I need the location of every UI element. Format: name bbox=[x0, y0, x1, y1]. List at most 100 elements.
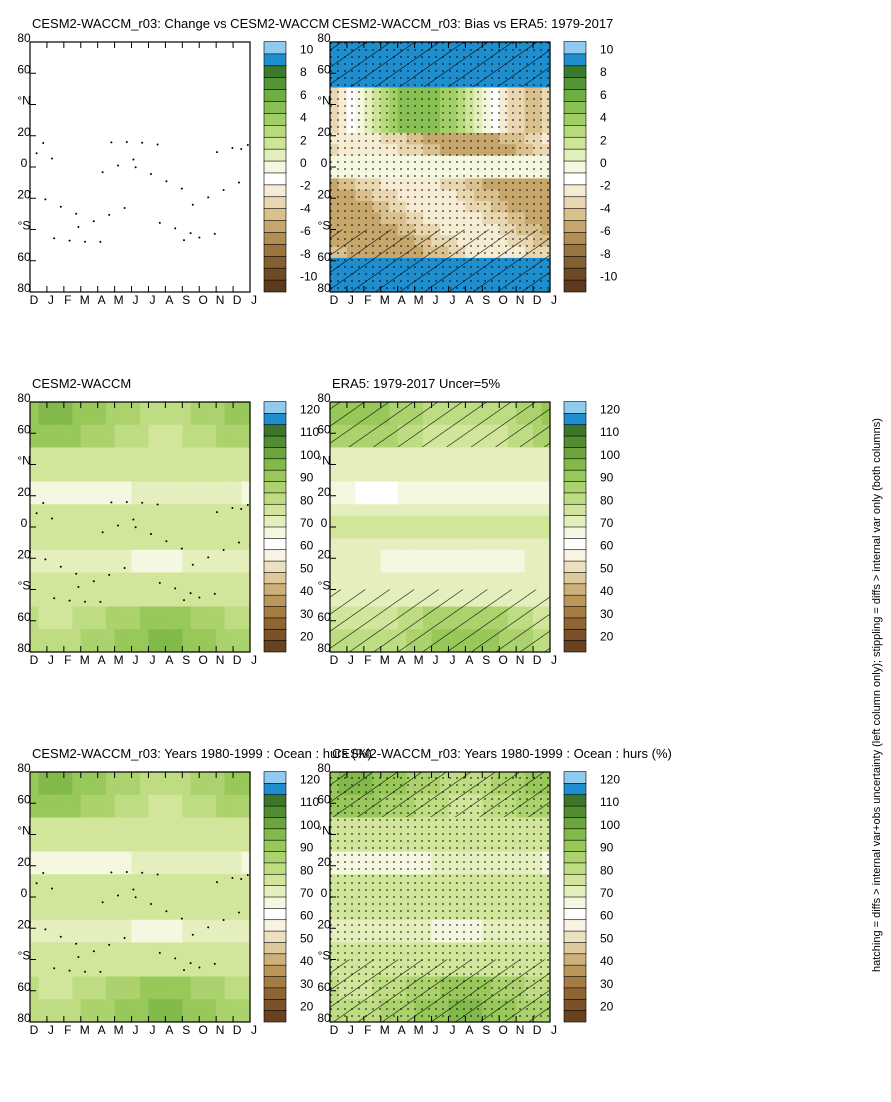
colorbar-swatch bbox=[263, 560, 287, 573]
heatmap-cell bbox=[190, 64, 200, 77]
heatmap-cell bbox=[114, 211, 124, 224]
heatmap-cell bbox=[114, 850, 124, 863]
heatmap-cell bbox=[38, 919, 48, 932]
colorbar-swatch bbox=[263, 794, 287, 807]
colorbar-label: 20 bbox=[300, 630, 314, 644]
heatmap-cell bbox=[30, 200, 40, 213]
heatmap-cell bbox=[97, 964, 107, 977]
heatmap-cell bbox=[241, 469, 251, 482]
stipple-dot bbox=[180, 547, 183, 550]
heatmap-cell bbox=[338, 480, 348, 493]
heatmap-cell bbox=[216, 245, 226, 258]
heatmap-cell bbox=[148, 549, 158, 562]
x-tick-label: S bbox=[182, 653, 190, 667]
heatmap-cell bbox=[389, 571, 399, 584]
heatmap-cell bbox=[190, 628, 200, 641]
heatmap-cell bbox=[199, 155, 209, 167]
stipple-dot bbox=[110, 501, 113, 504]
heatmap-cell bbox=[30, 873, 40, 886]
heatmap-cell bbox=[131, 515, 141, 527]
x-tick-label: A bbox=[165, 1023, 173, 1037]
heatmap-cell bbox=[114, 492, 124, 505]
colorbar-swatch bbox=[263, 549, 287, 562]
stipple-dot bbox=[59, 565, 62, 568]
x-tick-label: J bbox=[449, 1023, 455, 1037]
heatmap-cell bbox=[72, 503, 82, 516]
heatmap-cell bbox=[38, 828, 48, 841]
heatmap-cell bbox=[224, 480, 234, 493]
heatmap-cell bbox=[63, 560, 73, 573]
heatmap-cell bbox=[224, 839, 234, 852]
heatmap-cell bbox=[131, 617, 141, 630]
heatmap-cell bbox=[499, 571, 509, 584]
heatmap-cell bbox=[72, 245, 82, 258]
heatmap-cell bbox=[372, 503, 382, 516]
heatmap-cell bbox=[182, 953, 192, 966]
heatmap-cell bbox=[72, 605, 82, 618]
x-tick-label: S bbox=[482, 653, 490, 667]
heatmap-cell bbox=[241, 480, 251, 493]
heatmap-cell bbox=[338, 549, 348, 562]
heatmap-cell bbox=[123, 469, 133, 482]
stipple-dot bbox=[231, 877, 234, 879]
heatmap-cell bbox=[80, 885, 90, 897]
heatmap-cell bbox=[46, 75, 56, 88]
heatmap-cell bbox=[140, 526, 150, 539]
heatmap-cell bbox=[165, 583, 175, 596]
heatmap-cell bbox=[72, 211, 82, 224]
heatmap-cell bbox=[456, 549, 466, 562]
heatmap-cell bbox=[233, 223, 243, 236]
heatmap-cell bbox=[499, 549, 509, 562]
heatmap-cell bbox=[140, 52, 150, 65]
heatmap-cell bbox=[97, 1010, 107, 1022]
heatmap-cell bbox=[199, 805, 209, 818]
heatmap-cell bbox=[541, 515, 551, 527]
heatmap-cell bbox=[97, 816, 107, 829]
heatmap-cell bbox=[190, 234, 200, 247]
colorbar-swatch bbox=[263, 446, 287, 460]
heatmap-cell bbox=[448, 458, 458, 471]
heatmap-cell bbox=[30, 919, 40, 932]
heatmap-cell bbox=[30, 839, 40, 852]
heatmap-cell bbox=[233, 828, 243, 841]
heatmap-cell bbox=[55, 412, 65, 425]
heatmap-cell bbox=[97, 640, 107, 652]
heatmap-cell bbox=[541, 571, 551, 584]
heatmap-cell bbox=[173, 458, 183, 471]
heatmap-cell bbox=[216, 401, 226, 414]
heatmap-cell bbox=[499, 458, 509, 471]
heatmap-cell bbox=[63, 975, 73, 988]
heatmap-cell bbox=[241, 549, 251, 562]
heatmap-cell bbox=[516, 549, 526, 562]
colorbar-swatch bbox=[563, 1009, 587, 1023]
heatmap-cell bbox=[148, 86, 158, 99]
heatmap-cell bbox=[55, 571, 65, 584]
heatmap-cell bbox=[140, 211, 150, 224]
heatmap-cell bbox=[89, 86, 99, 99]
heatmap-cell bbox=[148, 617, 158, 630]
stipple-dot bbox=[183, 599, 185, 602]
heatmap-cell bbox=[131, 446, 141, 459]
heatmap-cell bbox=[123, 640, 133, 652]
heatmap-cell bbox=[507, 480, 517, 493]
heatmap-cell bbox=[131, 583, 141, 596]
heatmap-cell bbox=[216, 223, 226, 236]
heatmap-cell bbox=[199, 907, 209, 920]
heatmap-cell bbox=[140, 594, 150, 607]
heatmap-cell bbox=[30, 480, 40, 493]
heatmap-cell bbox=[46, 166, 56, 179]
heatmap-cell bbox=[38, 998, 48, 1011]
y-tick-label: 80 bbox=[17, 391, 31, 405]
heatmap-cell bbox=[414, 526, 424, 539]
heatmap-cell bbox=[241, 839, 251, 852]
heatmap-cell bbox=[224, 492, 234, 505]
colorbar-swatch bbox=[263, 953, 287, 966]
heatmap-cell bbox=[482, 549, 492, 562]
heatmap-cell bbox=[216, 234, 226, 247]
heatmap-cell bbox=[46, 1010, 56, 1022]
heatmap-cell bbox=[233, 280, 243, 292]
heatmap-cell bbox=[97, 998, 107, 1011]
heatmap-cell bbox=[165, 987, 175, 1000]
heatmap-cell bbox=[156, 805, 166, 818]
heatmap-cell bbox=[182, 549, 192, 562]
